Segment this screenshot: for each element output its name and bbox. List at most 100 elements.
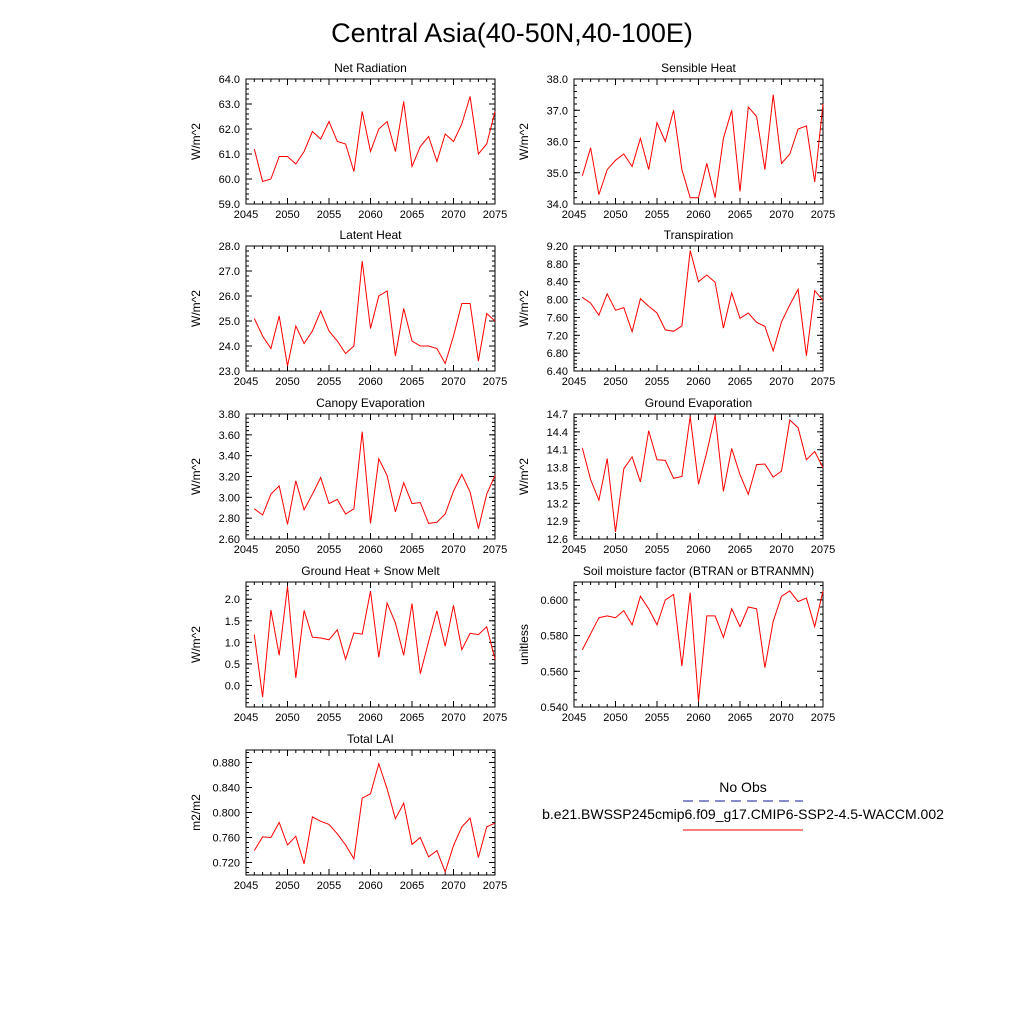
x-tick-label: 2065 <box>400 712 424 724</box>
legend-obs-label: No Obs <box>719 779 766 795</box>
y-tick-label: 63.0 <box>219 99 240 111</box>
x-tick-label: 2055 <box>645 712 669 724</box>
x-tick-label: 2065 <box>728 712 752 724</box>
x-tick-label: 2045 <box>234 376 258 388</box>
x-tick-label: 2060 <box>686 209 710 221</box>
y-axis-label: W/m^2 <box>189 626 203 663</box>
y-tick-label: 2.80 <box>219 513 240 525</box>
x-tick-label: 2060 <box>686 544 710 556</box>
y-tick-label: 7.60 <box>547 312 568 324</box>
series-line <box>253 586 496 698</box>
y-tick-label: 13.2 <box>547 498 568 510</box>
y-tick-label: 35.0 <box>547 168 568 180</box>
x-tick-label: 2065 <box>728 376 752 388</box>
panel-net-radiation: Net Radiation 2045 2050 2055 2060 2065 2070 207… <box>189 61 507 221</box>
x-tick-label: 2075 <box>811 712 835 724</box>
plot-frame <box>573 78 824 205</box>
x-tick-label: 2060 <box>358 880 382 892</box>
y-tick-label: 61.0 <box>219 149 240 161</box>
y-tick-label: 60.0 <box>219 174 240 186</box>
x-tick-label: 2075 <box>483 880 507 892</box>
x-tick-label: 2045 <box>234 712 258 724</box>
panel-ground-evaporation: Ground Evaporation 2045 2050 2055 2060 2065 20… <box>517 396 835 556</box>
series-line <box>581 94 824 199</box>
x-tick-label: 2075 <box>483 544 507 556</box>
x-tick-label: 2065 <box>728 209 752 221</box>
x-tick-label: 2075 <box>811 376 835 388</box>
panel-title: Transpiration <box>664 228 734 242</box>
series-line <box>581 590 824 702</box>
y-tick-label: 8.00 <box>547 295 568 307</box>
y-axis-label: W/m^2 <box>517 123 531 160</box>
plot-frame <box>245 749 496 876</box>
y-tick-label: 12.6 <box>547 534 568 546</box>
x-tick-label: 2075 <box>811 209 835 221</box>
panel-title: Ground Heat + Snow Melt <box>301 564 440 578</box>
x-tick-label: 2055 <box>645 209 669 221</box>
y-tick-label: 0.720 <box>212 858 240 870</box>
x-tick-label: 2055 <box>645 544 669 556</box>
x-tick-label: 2075 <box>483 376 507 388</box>
y-tick-label: 13.5 <box>547 480 568 492</box>
series-line <box>253 762 496 874</box>
x-tick-label: 2075 <box>483 209 507 221</box>
x-tick-label: 2055 <box>317 376 341 388</box>
x-tick-label: 2070 <box>769 544 793 556</box>
y-tick-label: 38.0 <box>547 74 568 86</box>
y-tick-label: 14.1 <box>547 445 568 457</box>
series-line <box>254 431 496 529</box>
y-tick-label: 13.8 <box>547 463 568 475</box>
x-tick-label: 2045 <box>562 209 586 221</box>
y-tick-label: 0.5 <box>225 659 240 671</box>
x-tick-label: 2055 <box>645 376 669 388</box>
series-line <box>582 250 824 356</box>
y-axis-label: W/m^2 <box>189 123 203 160</box>
y-tick-label: 0.840 <box>212 783 240 795</box>
y-tick-label: 3.80 <box>219 409 240 421</box>
y-tick-label: 0.800 <box>212 808 240 820</box>
y-tick-label: 2.0 <box>225 594 240 606</box>
y-tick-label: 3.20 <box>219 472 240 484</box>
x-tick-label: 2060 <box>358 376 382 388</box>
panel-total-lai: Total LAI 2045 2050 2055 2060 2065 2070 2075 0.7… <box>189 732 507 892</box>
x-tick-label: 2050 <box>275 376 299 388</box>
y-tick-label: 0.600 <box>540 595 568 607</box>
x-tick-label: 2060 <box>358 544 382 556</box>
plot-frame <box>245 78 496 205</box>
x-tick-label: 2050 <box>275 209 299 221</box>
panel-title: Sensible Heat <box>661 61 736 75</box>
y-axis-label: W/m^2 <box>189 458 203 495</box>
x-tick-label: 2070 <box>769 712 793 724</box>
y-tick-label: 6.40 <box>547 366 568 378</box>
x-tick-label: 2045 <box>562 376 586 388</box>
x-tick-label: 2070 <box>441 376 465 388</box>
panel-soil-moisture-factor-btran-or-btranmn: Soil moisture factor (BTRAN or BTRANMN) 2… <box>517 564 835 724</box>
x-tick-label: 2050 <box>603 209 627 221</box>
y-tick-label: 62.0 <box>219 124 240 136</box>
y-tick-label: 3.00 <box>219 492 240 504</box>
panel-latent-heat: Latent Heat 2045 2050 2055 2060 2065 2070 2075 2… <box>189 228 507 388</box>
x-tick-label: 2075 <box>483 712 507 724</box>
y-tick-label: 12.9 <box>547 516 568 528</box>
x-tick-label: 2070 <box>441 209 465 221</box>
y-tick-label: 0.880 <box>212 758 240 770</box>
y-tick-label: 8.40 <box>547 277 568 289</box>
x-tick-label: 2045 <box>234 880 258 892</box>
x-tick-label: 2065 <box>400 376 424 388</box>
y-tick-label: 0.760 <box>212 833 240 845</box>
y-tick-label: 0.560 <box>540 666 568 678</box>
panel-transpiration: Transpiration 2045 2050 2055 2060 2065 2070 207… <box>517 228 835 388</box>
x-tick-label: 2070 <box>441 712 465 724</box>
x-tick-label: 2055 <box>317 880 341 892</box>
x-tick-label: 2065 <box>728 544 752 556</box>
y-axis-label: W/m^2 <box>189 290 203 327</box>
x-tick-label: 2045 <box>562 712 586 724</box>
panel-title: Ground Evaporation <box>645 396 752 410</box>
x-tick-label: 2070 <box>441 544 465 556</box>
x-tick-label: 2045 <box>234 544 258 556</box>
x-tick-label: 2050 <box>603 712 627 724</box>
x-tick-label: 2050 <box>275 544 299 556</box>
panel-title: Soil moisture factor (BTRAN or BTRANMN) <box>583 564 814 578</box>
main-title: Central Asia(40-50N,40-100E) <box>331 18 693 48</box>
